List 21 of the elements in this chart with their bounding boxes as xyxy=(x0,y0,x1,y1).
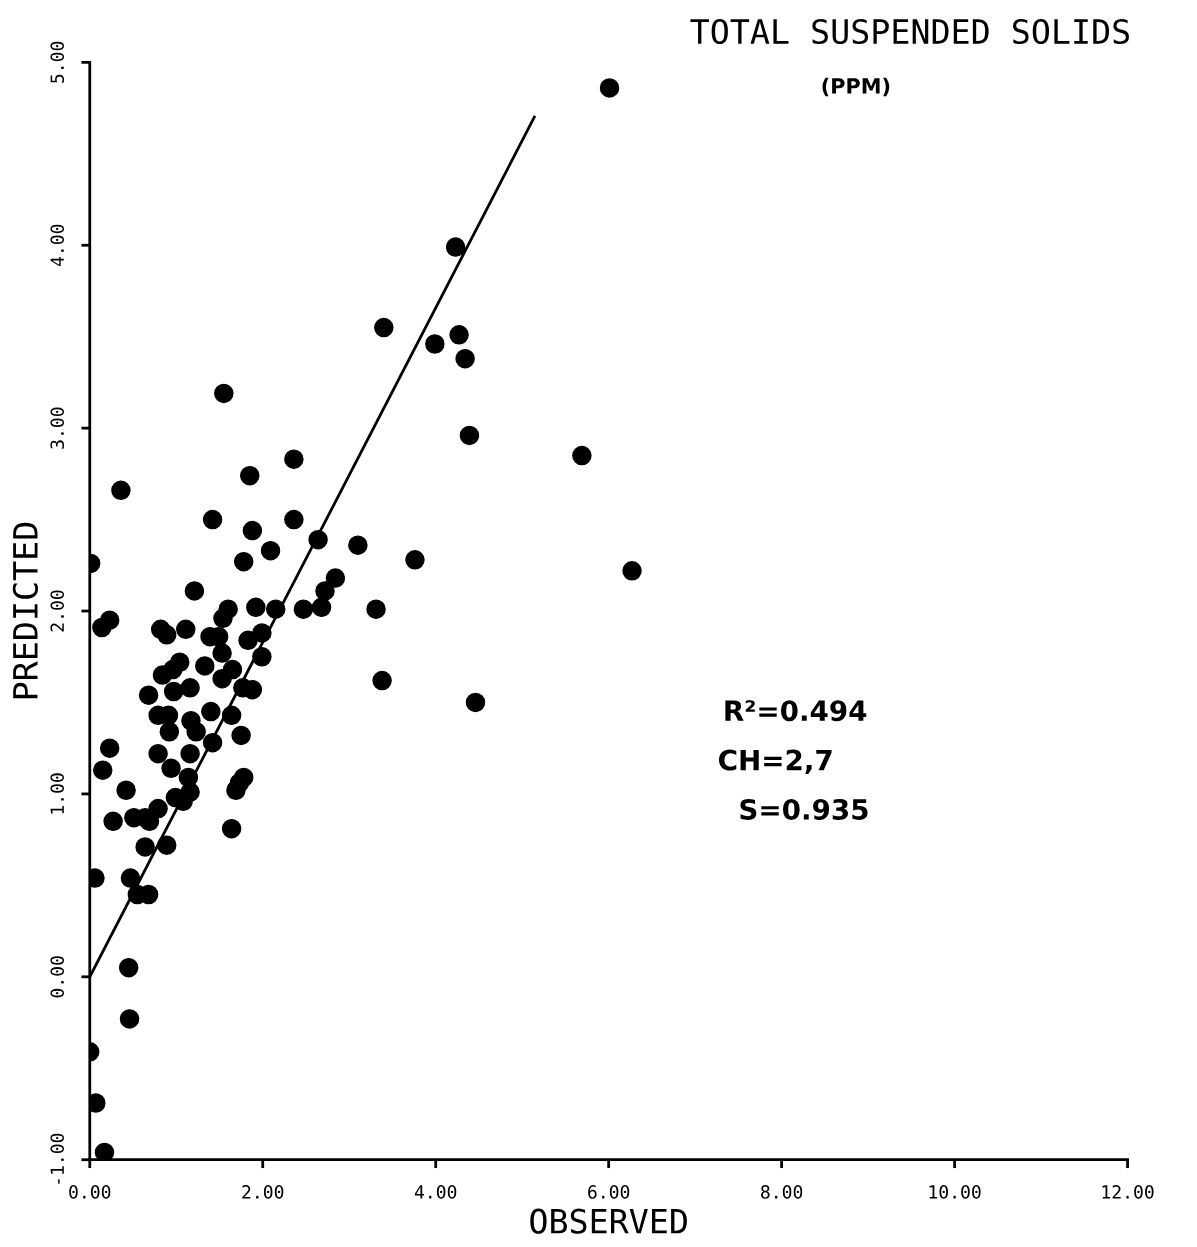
x-axis-title: OBSERVED xyxy=(530,1208,687,1234)
y-tick-label: 5.00 xyxy=(50,41,65,83)
x-tick-label: 12.00 xyxy=(1102,1185,1154,1199)
y-tick-label: 0.00 xyxy=(50,956,65,998)
x-tick-label: 4.00 xyxy=(414,1185,457,1199)
x-tick-label: 2.00 xyxy=(242,1185,284,1199)
x-tick-label: 10.00 xyxy=(929,1185,981,1199)
y-tick-label: 4.00 xyxy=(50,224,65,267)
y-axis-title: PREDICTED xyxy=(12,522,38,699)
y-tick-label: 3.00 xyxy=(50,407,65,449)
chart-title: TOTAL SUSPENDED SOLIDS xyxy=(690,18,1129,45)
y-tick-label: -1.00 xyxy=(50,1133,65,1184)
x-tick-label: 6.00 xyxy=(588,1185,630,1199)
y-tick-label: 1.00 xyxy=(50,773,65,814)
annotation: R²=0.494 xyxy=(725,700,867,722)
x-tick-label: 8.00 xyxy=(761,1185,803,1199)
annotation: S=0.935 xyxy=(740,798,868,820)
annotation: CH=2,7 xyxy=(719,749,832,775)
x-tick-label: 0.00 xyxy=(69,1185,111,1199)
y-tick-label: 2.00 xyxy=(50,590,65,632)
text: (PPM) xyxy=(822,77,890,97)
